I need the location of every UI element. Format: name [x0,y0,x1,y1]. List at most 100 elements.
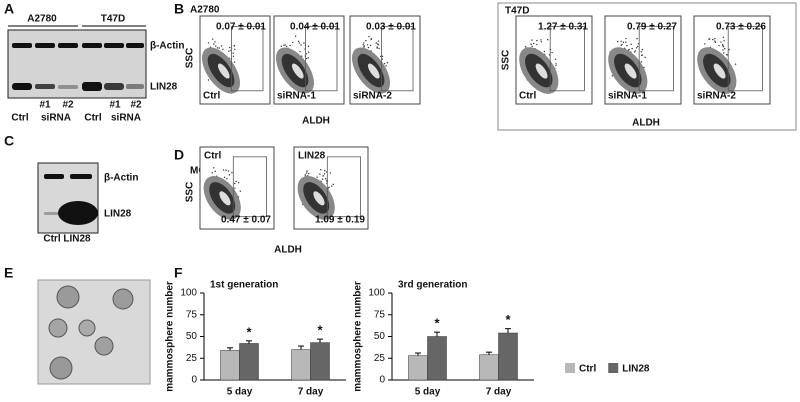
x-tick-label: 5 day [227,387,253,398]
event-dot [555,63,557,65]
panel-label: C [4,133,14,149]
event-dot [284,44,286,46]
y-tick-label: 0 [191,375,197,386]
group-label: A2780 [190,5,220,16]
event-dot [631,47,633,50]
event-dot [220,45,223,47]
event-dot [285,45,288,48]
bar [498,332,518,381]
bar [408,355,428,381]
event-dot [213,43,215,45]
axis-label: ALDH [274,245,302,256]
gate [727,26,763,92]
event-dot [379,55,382,58]
event-dot [536,39,538,42]
bar [427,336,447,381]
density [291,63,304,79]
event-dot [721,43,724,46]
event-dot [218,47,220,49]
event-dot [327,187,329,189]
gate [305,26,338,92]
event-dot [644,56,646,58]
event-dot [331,185,333,187]
event-dot [235,180,237,183]
density [219,191,231,206]
event-dot [292,41,294,44]
event-dot [306,170,308,172]
y-tick-label: 75 [374,309,386,320]
event-dot [377,44,380,46]
panel-label: A [4,1,14,17]
event-dot [366,44,369,46]
x-tick-label: 7 day [486,387,512,398]
event-dot [620,40,622,43]
density [713,63,726,79]
event-dot [728,48,730,51]
significance-mark: * [505,312,511,327]
event-dot [381,55,384,58]
gate-value: 1.09 ± 0.19 [315,215,365,226]
event-dot [540,41,543,43]
event-dot [363,46,365,48]
event-dot [323,173,326,175]
gate-value: 0.03 ± 0.01 [366,22,416,33]
event-dot [720,41,722,43]
density [217,63,230,79]
band-label: LIN28 [104,209,132,220]
gate-value: 0.04 ± 0.01 [290,22,340,33]
lane-label: #2 [62,100,74,111]
bar [220,350,240,381]
significance-mark: * [246,324,252,339]
chart-title: 3rd generation [398,280,467,291]
event-dot [216,47,219,49]
event-dot [332,183,334,186]
plot-label: Ctrl [519,91,536,102]
lane-label: #1 [109,100,121,111]
error-bar [227,347,233,351]
event-dot [368,35,370,38]
band-label: LIN28 [150,82,178,93]
bar [239,343,259,381]
event-dot [319,173,321,175]
significance-mark: * [434,316,440,331]
panel-label: D [174,147,184,163]
density [367,63,380,79]
gate [638,26,674,92]
event-dot [215,45,217,47]
event-dot [546,39,549,41]
lane-label: Ctrl [11,113,28,124]
y-tick-label: 100 [368,288,385,299]
event-dot [383,63,386,65]
plot-label: Ctrl [204,151,221,162]
event-dot [229,46,231,49]
event-dot [611,75,614,77]
legend-swatch [565,363,575,373]
event-dot [722,44,724,47]
event-dot [299,50,301,53]
event-dot [307,45,310,48]
event-dot [307,57,309,59]
event-dot [363,45,366,47]
event-dot [524,46,527,48]
gate-value: 0.07 ± 0.01 [216,22,266,33]
error-bar [298,345,304,350]
panel-label: E [4,265,13,281]
event-dot [626,44,628,47]
group-label: A2780 [27,14,57,25]
event-dot [633,51,636,53]
event-dot [233,61,236,63]
event-dot [531,39,533,41]
density [535,63,548,79]
event-dot [622,41,625,44]
y-tick-label: 75 [186,309,198,320]
bands [12,43,144,91]
event-dot [386,62,388,64]
y-tick-label: 25 [374,353,386,364]
event-dot [305,53,308,55]
event-dot [641,48,644,51]
event-dot [322,175,324,177]
bar [310,342,330,381]
event-dot [616,41,619,43]
event-dot [551,51,553,54]
gate [231,26,264,92]
